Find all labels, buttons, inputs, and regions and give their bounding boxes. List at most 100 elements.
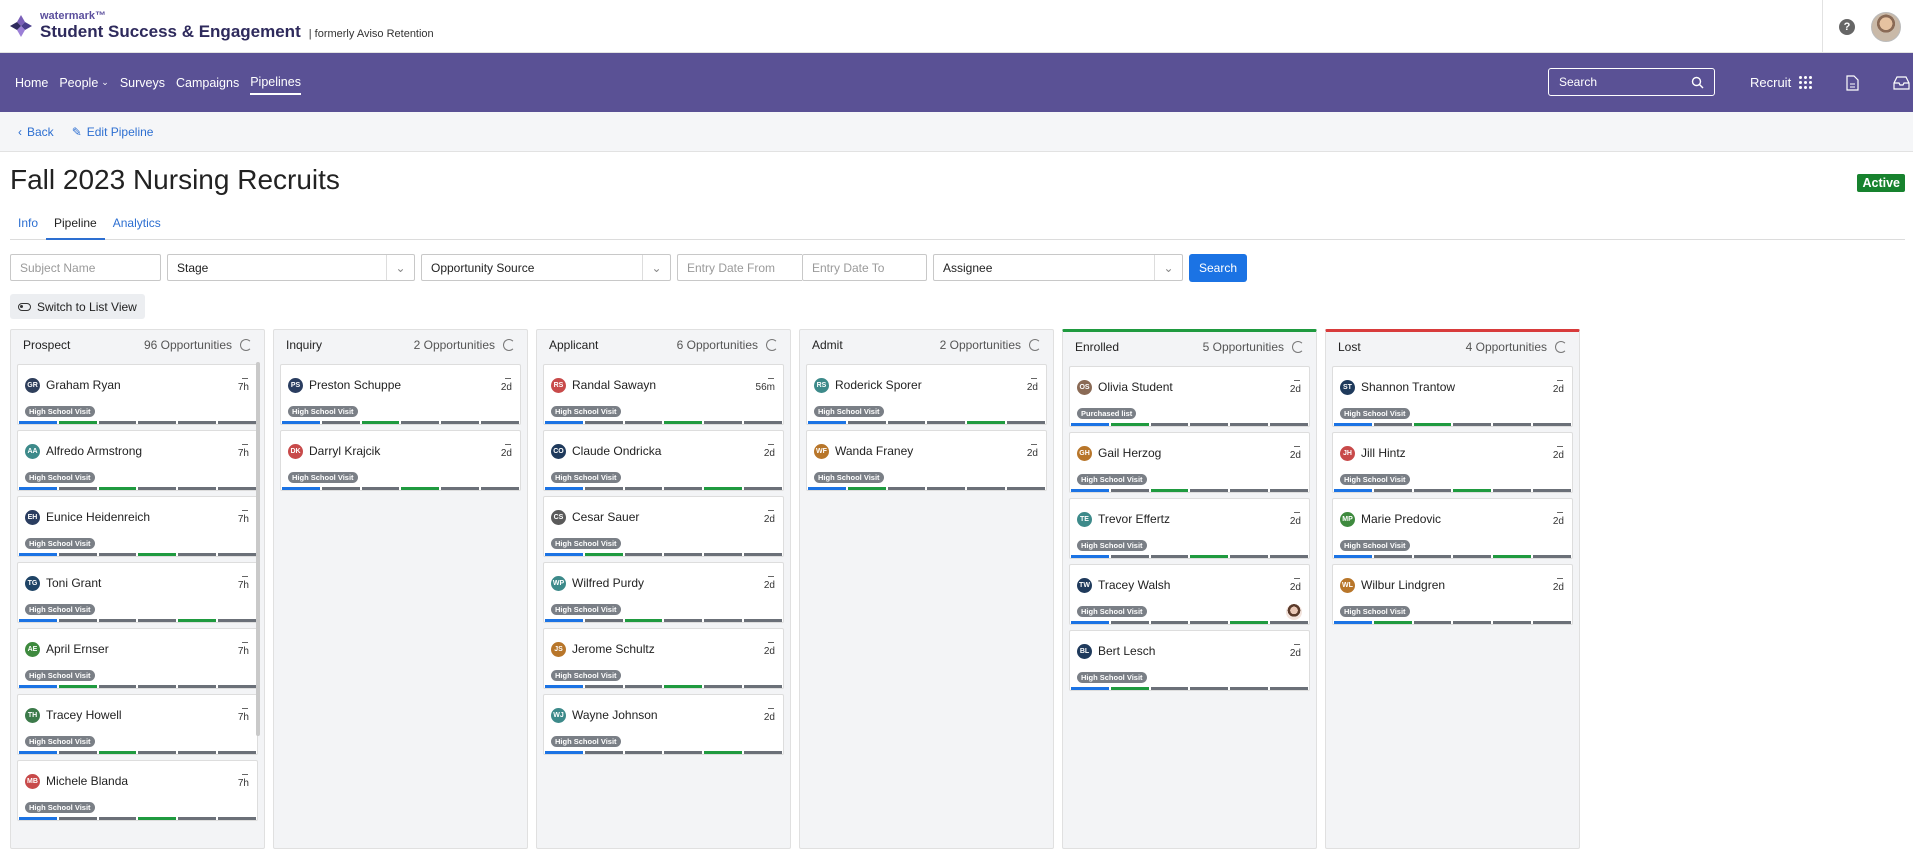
opportunity-card[interactable]: BL Bert Lesch 2d High School Visit [1069, 630, 1310, 691]
avatar: RS [814, 377, 829, 393]
opportunity-card[interactable]: TW Tracey Walsh 2d High School Visit [1069, 564, 1310, 625]
refresh-icon[interactable] [766, 339, 778, 351]
stage-progress-bar [281, 421, 520, 424]
refresh-icon[interactable] [1555, 341, 1567, 353]
nav-campaigns[interactable]: Campaigns [175, 75, 240, 90]
tab-pipeline[interactable]: Pipeline [46, 212, 105, 240]
tab-analytics[interactable]: Analytics [112, 216, 161, 230]
user-avatar[interactable] [1871, 11, 1901, 42]
recruit-app-switcher[interactable]: Recruit [1750, 75, 1813, 90]
opportunity-card[interactable]: CS Cesar Sauer 2d High School Visit [543, 496, 784, 557]
opportunity-card[interactable]: RS Randal Sawayn 56m High School Visit [543, 364, 784, 425]
opportunity-card[interactable]: TE Trevor Effertz 2d High School Visit [1069, 498, 1310, 559]
column-scrollbar[interactable] [256, 362, 260, 736]
opportunity-card[interactable]: WL Wilbur Lindgren 2d High School Visit [1332, 564, 1573, 625]
nav-people[interactable]: People ⌄ [59, 72, 108, 94]
switch-to-list-view-button[interactable]: Switch to List View [10, 294, 145, 319]
opportunity-name: Darryl Krajcik [309, 444, 381, 458]
source-tag: High School Visit [551, 670, 621, 681]
card-list: GR Graham Ryan 7h High School Visit AA Alfred… [11, 360, 264, 821]
column-title: Inquiry [286, 338, 323, 352]
opportunity-card[interactable]: TH Tracey Howell 7h High School Visit [17, 694, 258, 755]
avatar: WP [551, 575, 566, 591]
help-icon[interactable]: ? [1839, 18, 1855, 35]
opportunity-card[interactable]: MP Marie Predovic 2d High School Visit [1332, 498, 1573, 559]
entry-date-range: Entry Date From Entry Date To [677, 254, 927, 282]
refresh-icon[interactable] [503, 339, 515, 351]
time-in-stage: 7h [238, 773, 249, 789]
time-in-stage: 2d [1290, 577, 1301, 593]
search-icon [1691, 76, 1704, 88]
inbox-icon[interactable] [1893, 75, 1910, 90]
source-tag: Purchased list [1077, 408, 1137, 419]
stage-select[interactable]: Stage ⌄ [167, 254, 415, 281]
search-input[interactable]: Search [1548, 68, 1715, 96]
brand-logo[interactable]: watermark™ Student Success & Engagement … [8, 10, 434, 42]
opportunity-source-select[interactable]: Opportunity Source ⌄ [421, 254, 671, 281]
source-tag: High School Visit [814, 406, 884, 417]
opportunity-card[interactable]: JH Jill Hintz 2d High School Visit [1332, 432, 1573, 493]
column-header: Inquiry 2 Opportunities [274, 330, 527, 360]
stage-column-enrolled: Enrolled 5 Opportunities OS Olivia Student 2… [1062, 329, 1317, 849]
chevron-left-icon: ‹ [18, 124, 22, 139]
stage-progress-bar [1333, 621, 1572, 624]
opportunity-name: Cesar Sauer [572, 510, 640, 524]
stage-progress-bar [1070, 687, 1309, 690]
subject-name-input[interactable]: Subject Name [10, 254, 161, 281]
opportunity-card[interactable]: OS Olivia Student 2d Purchased list [1069, 366, 1310, 427]
edit-pipeline-link[interactable]: ✎ Edit Pipeline [72, 125, 154, 139]
source-tag: High School Visit [814, 472, 884, 483]
source-tag: High School Visit [25, 670, 95, 681]
opportunity-card[interactable]: WJ Wayne Johnson 2d High School Visit [543, 694, 784, 755]
refresh-icon[interactable] [1292, 341, 1304, 353]
main-nav: Home People ⌄ Surveys Campaigns Pipelines… [0, 53, 1913, 112]
stage-progress-bar [1070, 423, 1309, 426]
opportunity-card[interactable]: EH Eunice Heidenreich 7h High School Visit [17, 496, 258, 557]
nav-surveys[interactable]: Surveys [119, 75, 165, 90]
opportunity-name: Tracey Walsh [1098, 578, 1171, 592]
stage-progress-bar [18, 619, 257, 622]
stage-progress-bar [807, 421, 1046, 424]
back-link[interactable]: ‹ Back [18, 125, 54, 139]
opportunity-card[interactable]: TG Toni Grant 7h High School Visit [17, 562, 258, 623]
time-in-stage: 2d [764, 575, 775, 591]
time-in-stage: 2d [1553, 379, 1564, 395]
nav-home[interactable]: Home [15, 75, 49, 90]
opportunity-card[interactable]: CO Claude Ondricka 2d High School Visit [543, 430, 784, 491]
opportunity-name: Eunice Heidenreich [46, 510, 151, 524]
opportunity-card[interactable]: GH Gail Herzog 2d High School Visit [1069, 432, 1310, 493]
search-button[interactable]: Search [1189, 254, 1248, 282]
document-icon[interactable] [1846, 74, 1859, 91]
edit-pipeline-label: Edit Pipeline [86, 124, 154, 139]
opportunity-card[interactable]: WP Wilfred Purdy 2d High School Visit [543, 562, 784, 623]
opportunity-card[interactable]: RS Roderick Sporer 2d High School Visit [806, 364, 1047, 425]
refresh-icon[interactable] [1029, 339, 1041, 351]
column-header: Admit 2 Opportunities [800, 330, 1053, 360]
opportunity-name: Jill Hintz [1361, 446, 1406, 460]
opportunity-card[interactable]: AE April Ernser 7h High School Visit [17, 628, 258, 689]
opportunity-card[interactable]: JS Jerome Schultz 2d High School Visit [543, 628, 784, 689]
opportunity-card[interactable]: DK Darryl Krajcik 2d High School Visit [280, 430, 521, 491]
time-in-stage: 2d [1553, 445, 1564, 461]
opportunity-card[interactable]: AA Alfredo Armstrong 7h High School Visit [17, 430, 258, 491]
opportunity-count: 2 Opportunities [413, 338, 495, 352]
avatar: TE [1077, 511, 1092, 527]
nav-pipelines[interactable]: Pipelines [250, 71, 301, 95]
tab-info[interactable]: Info [18, 216, 39, 230]
entry-date-to-input[interactable]: Entry Date To [802, 254, 927, 281]
source-tag: High School Visit [551, 604, 621, 615]
opportunity-card[interactable]: WF Wanda Franey 2d High School Visit [806, 430, 1047, 491]
avatar: MB [25, 773, 40, 789]
opportunity-card[interactable]: MB Michele Blanda 7h High School Visit [17, 760, 258, 821]
assignee-select[interactable]: Assignee ⌄ [933, 254, 1183, 281]
source-tag: High School Visit [288, 472, 358, 483]
time-in-stage: 2d [1290, 643, 1301, 659]
opportunity-card[interactable]: PS Preston Schuppe 2d High School Visit [280, 364, 521, 425]
opportunity-name: Alfredo Armstrong [46, 444, 143, 458]
card-list: ST Shannon Trantow 2d High School Visit JH Ji… [1326, 362, 1579, 625]
opportunity-card[interactable]: ST Shannon Trantow 2d High School Visit [1332, 366, 1573, 427]
entry-date-from-input[interactable]: Entry Date From [677, 254, 802, 281]
stage-column-applicant: Applicant 6 Opportunities RS Randal Sawayn 5… [536, 329, 791, 849]
refresh-icon[interactable] [240, 339, 252, 351]
opportunity-card[interactable]: GR Graham Ryan 7h High School Visit [17, 364, 258, 425]
